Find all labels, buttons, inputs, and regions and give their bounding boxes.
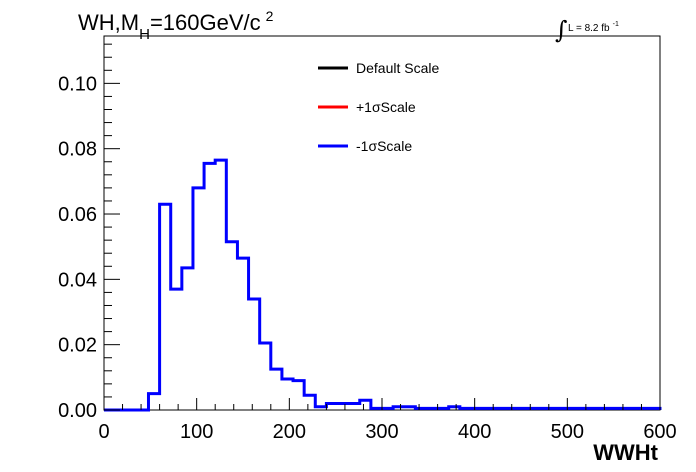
legend: Default Scale +1σScale -1σScale (318, 60, 439, 154)
chart-title: WH,MH=160GeV/c 2 (78, 8, 274, 43)
title-subscript: H (139, 26, 150, 43)
x-axis-label: WWHt (593, 440, 658, 465)
integral-symbol: ∫ (555, 16, 568, 44)
y-tick-label: 0.02 (58, 335, 97, 357)
y-tick-label: 0.06 (58, 204, 97, 226)
title-rest: =160GeV/c (150, 10, 261, 35)
luminosity-superscript: -1 (613, 21, 619, 28)
x-tick-label: 200 (273, 421, 306, 443)
y-tick-label: 0.04 (58, 269, 97, 291)
series-line-0 (104, 158, 662, 412)
histogram-layer (104, 158, 662, 412)
axes-layer: 0 100 200 300 400 500 600 0.00 0.02 0.04 0.06 0.08 0… (58, 43, 677, 443)
x-tick-label: 300 (365, 421, 398, 443)
x-tick-label: 500 (551, 421, 584, 443)
legend-label-0: Default Scale (356, 60, 439, 76)
svg-text:L = 8.2 fb-1: L = 8.2 fb -1 (568, 21, 619, 34)
x-tick-label: 100 (180, 421, 213, 443)
plot-frame (103, 35, 661, 411)
x-tick-label: 400 (458, 421, 491, 443)
y-tick-label: 0.10 (58, 73, 97, 95)
luminosity-text: L = 8.2 fb (568, 23, 610, 34)
legend-label-2: -1σScale (356, 138, 412, 154)
legend-label-1: +1σScale (356, 99, 416, 115)
plot-border (103, 35, 661, 411)
y-tick-label: 0.08 (58, 139, 97, 161)
y-tick-label: 0.00 (58, 400, 97, 422)
title-superscript: 2 (266, 8, 274, 24)
x-tick-label: 600 (643, 421, 676, 443)
title-main: WH,M (78, 10, 139, 35)
x-tick-label: 0 (98, 421, 109, 443)
luminosity-label: ∫ L = 8.2 fb -1 (555, 16, 619, 44)
